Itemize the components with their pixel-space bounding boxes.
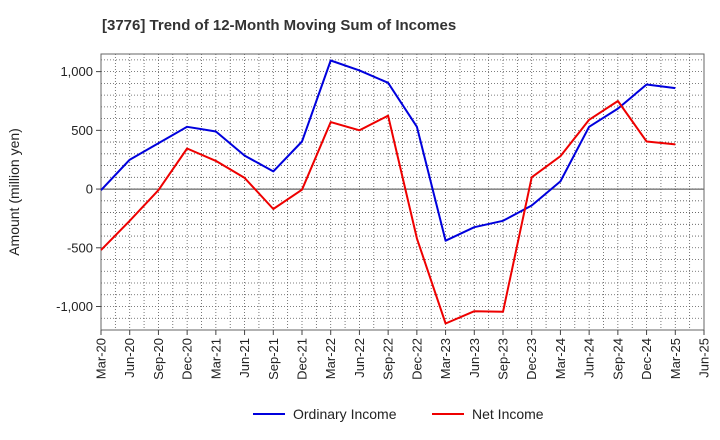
- x-tick-label: Mar-21: [208, 338, 223, 379]
- x-tick-label: Mar-22: [323, 338, 338, 379]
- series-line-net-income: [100, 100, 676, 325]
- x-tick-label: Jun-25: [697, 338, 712, 378]
- y-tick-label: -1,000: [56, 299, 93, 314]
- chart-title: [3776] Trend of 12-Month Moving Sum of I…: [102, 17, 456, 34]
- y-axis-ticks: -1,000 -500 0 500 1,000: [56, 64, 101, 314]
- legend-label: Ordinary Income: [293, 406, 397, 422]
- x-tick-label: Sep-23: [496, 338, 511, 380]
- x-tick-label: Jun-20: [122, 338, 137, 378]
- x-tick-label: Mar-23: [438, 338, 453, 379]
- x-tick-label: Mar-20: [94, 338, 109, 379]
- x-tick-label: Sep-20: [151, 338, 166, 380]
- x-tick-label: Mar-25: [668, 338, 683, 379]
- y-tick-label: 500: [71, 123, 93, 138]
- x-tick-label: Dec-24: [639, 338, 654, 380]
- x-tick-label: Jun-23: [467, 338, 482, 378]
- series-lines: [100, 59, 676, 325]
- x-tick-label: Dec-23: [524, 338, 539, 380]
- x-tick-label: Sep-21: [266, 338, 281, 380]
- y-tick-label: 1,000: [60, 64, 93, 79]
- y-tick-label: 0: [86, 182, 93, 197]
- x-tick-label: Sep-24: [610, 338, 625, 380]
- x-tick-label: Dec-21: [295, 338, 310, 380]
- x-tick-label: Mar-24: [553, 338, 568, 379]
- x-axis-ticks: Mar-20 Jun-20 Sep-20 Dec-20 Mar-21 Jun-21 Sep-…: [94, 330, 712, 380]
- gridlines: [100, 54, 705, 330]
- legend: Ordinary Income Net Income: [253, 406, 544, 422]
- y-tick-label: -500: [67, 240, 93, 255]
- x-tick-label: Jun-22: [352, 338, 367, 378]
- x-tick-label: Dec-22: [409, 338, 424, 380]
- x-tick-label: Jun-21: [237, 338, 252, 378]
- x-tick-label: Dec-20: [180, 338, 195, 380]
- legend-label: Net Income: [472, 406, 544, 422]
- series-line-ordinary-income: [100, 59, 676, 242]
- x-tick-label: Sep-22: [381, 338, 396, 380]
- plot-area: [100, 53, 705, 331]
- y-axis-label: Amount (million yen): [6, 128, 22, 256]
- x-tick-label: Jun-24: [582, 338, 597, 378]
